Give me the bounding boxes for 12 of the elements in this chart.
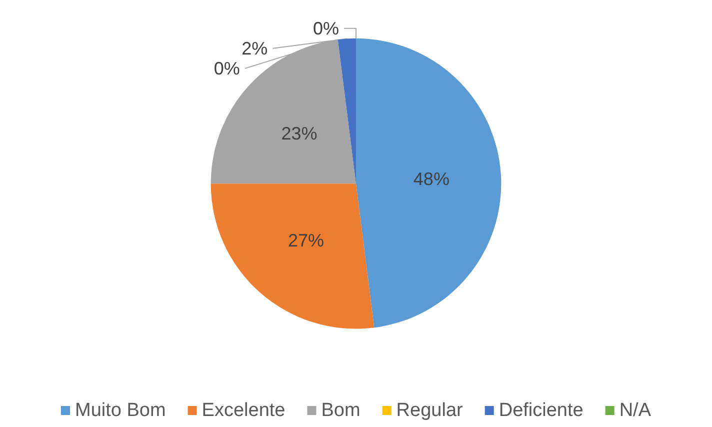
legend-label: N/A [619, 400, 652, 421]
data-label: 2% [242, 38, 268, 58]
text: 0% [312, 18, 339, 38]
legend-label: Bom [321, 400, 360, 421]
legend-label: Deficiente [498, 400, 584, 421]
legend-label: Excelente [202, 400, 286, 421]
text: 0% [214, 58, 240, 78]
data-label: 48% [413, 168, 450, 189]
data-label: 23% [281, 124, 318, 144]
legend-label: Muito Bom [74, 400, 166, 421]
legend-label: Regular [396, 400, 464, 421]
data-label: 27% [288, 230, 324, 250]
